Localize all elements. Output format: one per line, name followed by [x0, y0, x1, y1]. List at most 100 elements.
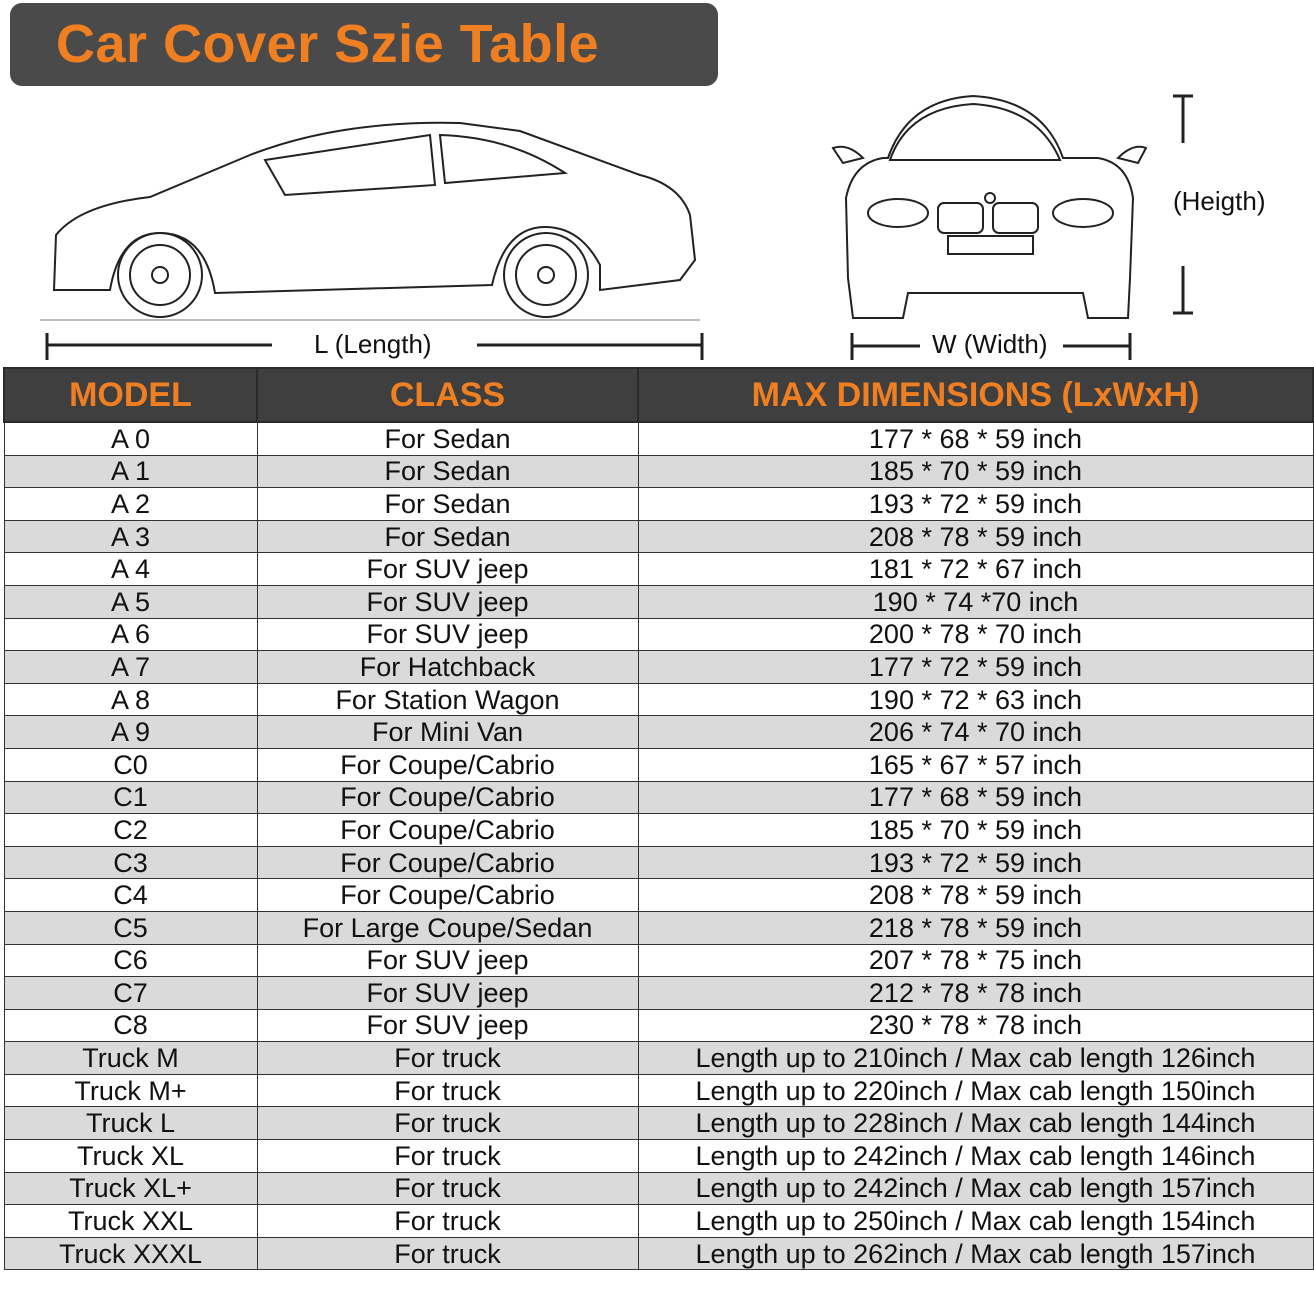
model-cell: A 2	[3, 487, 258, 521]
model-cell: A 6	[3, 617, 258, 652]
dimensions-cell: 165 * 67 * 57 inch	[637, 747, 1314, 782]
dimensions-cell: 177 * 68 * 59 inch	[637, 780, 1314, 815]
model-cell: Truck XL+	[3, 1171, 258, 1206]
dimensions-cell: Length up to 220inch / Max cab length 15…	[637, 1073, 1314, 1108]
model-cell: C8	[3, 1008, 258, 1043]
class-cell: For truck	[256, 1139, 639, 1173]
height-label: (Heigth)	[1173, 186, 1266, 216]
dimensions-cell: 181 * 72 * 67 inch	[637, 552, 1314, 586]
class-cell: For Sedan	[256, 421, 639, 456]
table-row: C6 For SUV jeep 207 * 78 * 75 inch	[3, 943, 1314, 978]
length-label: L (Length)	[314, 329, 432, 359]
dimensions-cell: 185 * 70 * 59 inch	[637, 454, 1314, 489]
dimensions-cell: 208 * 78 * 59 inch	[637, 878, 1314, 912]
size-table: MODEL CLASS MAX DIMENSIONS (LxWxH) A 0 Fo…	[3, 367, 1314, 1271]
model-cell: C6	[3, 943, 258, 978]
class-cell: For Mini Van	[256, 715, 639, 749]
table-header-row: MODEL CLASS MAX DIMENSIONS (LxWxH)	[3, 367, 1314, 423]
class-cell: For SUV jeep	[256, 552, 639, 586]
dimensions-cell: 190 * 74 *70 inch	[637, 584, 1314, 619]
table-row: A 3 For Sedan 208 * 78 * 59 inch	[3, 519, 1314, 554]
model-cell: C2	[3, 813, 258, 847]
model-cell: C7	[3, 976, 258, 1010]
car-side-view-illustration	[40, 121, 704, 360]
dimensions-cell: 218 * 78 * 59 inch	[637, 910, 1314, 945]
table-row: A 9 For Mini Van 206 * 74 * 70 inch	[3, 715, 1314, 749]
model-cell: C1	[3, 780, 258, 815]
table-row: A 0 For Sedan 177 * 68 * 59 inch	[3, 421, 1314, 456]
class-cell: For Coupe/Cabrio	[256, 878, 639, 912]
table-row: A 8 For Station Wagon 190 * 72 * 63 inch	[3, 682, 1314, 717]
model-cell: A 8	[3, 682, 258, 717]
dimensions-cell: 200 * 78 * 70 inch	[637, 617, 1314, 652]
model-cell: C3	[3, 845, 258, 880]
class-cell: For Coupe/Cabrio	[256, 747, 639, 782]
dimensions-cell: 212 * 78 * 78 inch	[637, 976, 1314, 1010]
dimensions-cell: 177 * 72 * 59 inch	[637, 650, 1314, 684]
class-cell: For Sedan	[256, 454, 639, 489]
table-row: C7 For SUV jeep 212 * 78 * 78 inch	[3, 976, 1314, 1010]
header-class: CLASS	[256, 367, 639, 423]
table-row: C1 For Coupe/Cabrio 177 * 68 * 59 inch	[3, 780, 1314, 815]
table-row: A 6 For SUV jeep 200 * 78 * 70 inch	[3, 617, 1314, 652]
model-cell: Truck M	[3, 1041, 258, 1075]
class-cell: For truck	[256, 1204, 639, 1238]
class-cell: For SUV jeep	[256, 976, 639, 1010]
table-row: C5 For Large Coupe/Sedan 218 * 78 * 59 inc…	[3, 910, 1314, 945]
table-row: C4 For Coupe/Cabrio 208 * 78 * 59 inch	[3, 878, 1314, 912]
class-cell: For Sedan	[256, 519, 639, 554]
dimensions-cell: Length up to 242inch / Max cab length 15…	[637, 1171, 1314, 1206]
class-cell: For truck	[256, 1073, 639, 1108]
model-cell: C4	[3, 878, 258, 912]
class-cell: For SUV jeep	[256, 584, 639, 619]
dimensions-cell: 207 * 78 * 75 inch	[637, 943, 1314, 978]
table-row: A 1 For Sedan 185 * 70 * 59 inch	[3, 454, 1314, 489]
dimensions-cell: 190 * 72 * 63 inch	[637, 682, 1314, 717]
car-front-view-illustration	[831, 94, 1193, 360]
model-cell: A 9	[3, 715, 258, 749]
model-cell: A 3	[3, 519, 258, 554]
class-cell: For truck	[256, 1171, 639, 1206]
model-cell: A 1	[3, 454, 258, 489]
page-title: Car Cover Szie Table	[56, 14, 600, 74]
table-row: A 4 For SUV jeep 181 * 72 * 67 inch	[3, 552, 1314, 586]
class-cell: For Sedan	[256, 487, 639, 521]
table-row: Truck XXXL For truck Length up to 262inch …	[3, 1236, 1314, 1271]
class-cell: For SUV jeep	[256, 943, 639, 978]
dimensions-cell: Length up to 250inch / Max cab length 15…	[637, 1204, 1314, 1238]
model-cell: Truck XL	[3, 1139, 258, 1173]
class-cell: For truck	[256, 1041, 639, 1075]
table-row: A 7 For Hatchback 177 * 72 * 59 inch	[3, 650, 1314, 684]
model-cell: Truck M+	[3, 1073, 258, 1108]
table-row: Truck XXL For truck Length up to 250inch /…	[3, 1204, 1314, 1238]
width-label: W (Width)	[932, 329, 1048, 359]
dimensions-cell: 177 * 68 * 59 inch	[637, 421, 1314, 456]
dimensions-cell: 230 * 78 * 78 inch	[637, 1008, 1314, 1043]
header-dimensions: MAX DIMENSIONS (LxWxH)	[637, 367, 1314, 423]
model-cell: Truck XXXL	[3, 1236, 258, 1271]
model-cell: Truck XXL	[3, 1204, 258, 1238]
dimensions-cell: 185 * 70 * 59 inch	[637, 813, 1314, 847]
class-cell: For SUV jeep	[256, 1008, 639, 1043]
dimensions-cell: Length up to 228inch / Max cab length 14…	[637, 1106, 1314, 1141]
table-row: Truck M+ For truck Length up to 220inch / …	[3, 1073, 1314, 1108]
model-cell: A 0	[3, 421, 258, 456]
model-cell: Truck L	[3, 1106, 258, 1141]
class-cell: For Coupe/Cabrio	[256, 813, 639, 847]
dimensions-cell: 208 * 78 * 59 inch	[637, 519, 1314, 554]
dimensions-cell: Length up to 210inch / Max cab length 12…	[637, 1041, 1314, 1075]
class-cell: For truck	[256, 1236, 639, 1271]
model-cell: C0	[3, 747, 258, 782]
table-row: C3 For Coupe/Cabrio 193 * 72 * 59 inch	[3, 845, 1314, 880]
dimensions-cell: Length up to 242inch / Max cab length 14…	[637, 1139, 1314, 1173]
table-row: Truck M For truck Length up to 210inch / M…	[3, 1041, 1314, 1075]
class-cell: For truck	[256, 1106, 639, 1141]
table-row: C8 For SUV jeep 230 * 78 * 78 inch	[3, 1008, 1314, 1043]
class-cell: For SUV jeep	[256, 617, 639, 652]
class-cell: For Coupe/Cabrio	[256, 845, 639, 880]
table-row: Truck XL For truck Length up to 242inch / …	[3, 1139, 1314, 1173]
class-cell: For Coupe/Cabrio	[256, 780, 639, 815]
dimensions-cell: 206 * 74 * 70 inch	[637, 715, 1314, 749]
header-model: MODEL	[3, 367, 258, 423]
model-cell: A 7	[3, 650, 258, 684]
